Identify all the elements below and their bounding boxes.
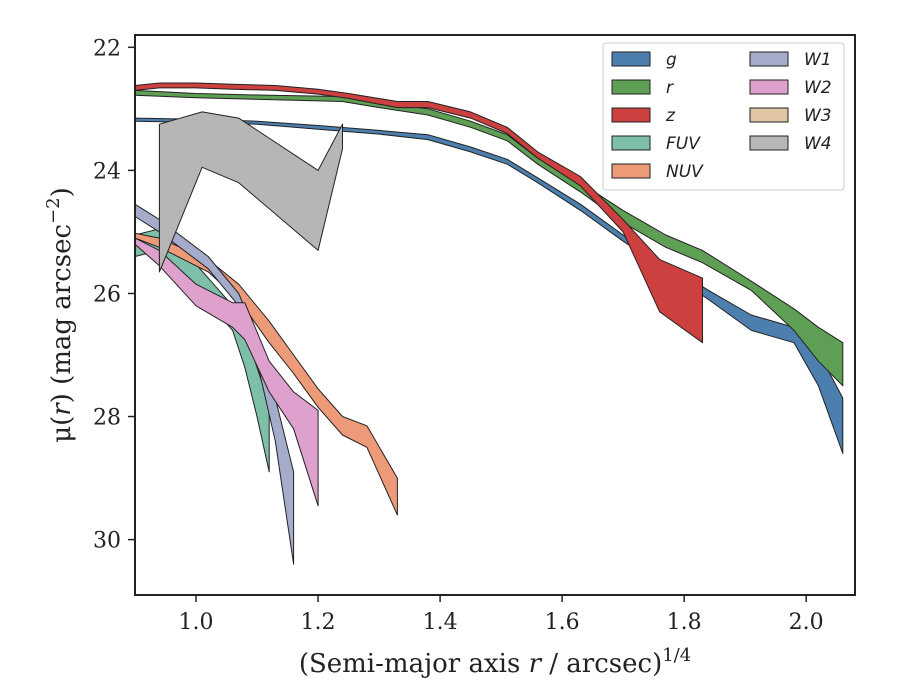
band-r xyxy=(134,89,844,387)
x-tick-label: 1.4 xyxy=(423,610,458,635)
y-tick-label: 24 xyxy=(93,159,121,184)
legend-label-g: g xyxy=(666,50,677,70)
legend-swatch-w3 xyxy=(749,107,789,123)
legend-label-nuv: NUV xyxy=(666,162,704,182)
legend-swatch-r xyxy=(611,79,651,95)
x-tick-label: 1.6 xyxy=(545,610,580,635)
y-tick-label: 28 xyxy=(93,406,121,431)
band-w1 xyxy=(134,203,295,565)
y-tick-label: 26 xyxy=(93,282,121,307)
y-tick-label: 30 xyxy=(93,529,121,554)
legend-swatch-w2 xyxy=(749,79,789,95)
band-z xyxy=(134,82,703,344)
legend-label-w4: W4 xyxy=(804,134,832,154)
x-tick-label: 2.0 xyxy=(789,610,824,635)
legend-label-fuv: FUV xyxy=(666,134,701,154)
legend-swatch-fuv xyxy=(611,135,651,151)
legend: grz FUV NUV W1 W2 W3 W4 xyxy=(602,42,845,191)
legend-label-z: z xyxy=(665,106,676,126)
y-axis-ticks: 22 24 26 28 30 xyxy=(93,36,135,554)
y-tick-label: 22 xyxy=(93,36,121,61)
legend-label-w3: W3 xyxy=(804,106,832,126)
legend-label-w2: W2 xyxy=(804,78,832,98)
legend-swatch-g xyxy=(611,51,651,67)
band-w2 xyxy=(134,237,319,507)
bands-layer xyxy=(134,82,844,565)
x-tick-label: 1.8 xyxy=(667,610,702,635)
legend-swatch-z xyxy=(611,107,651,123)
x-axis-ticks: 1.0 1.2 1.4 1.6 1.8 2.0 xyxy=(179,595,824,635)
x-axis-label: (Semi-major axis r / arcsec)1/4 xyxy=(299,645,691,679)
x-tick-label: 1.2 xyxy=(301,610,336,635)
x-tick-label: 1.0 xyxy=(179,610,214,635)
plot-frame xyxy=(134,34,856,596)
legend-label-r: r xyxy=(666,78,674,98)
band-w4 xyxy=(158,111,343,273)
legend-swatch-w1 xyxy=(749,51,789,67)
y-axis-label: μ(r) (mag arcsec−2) xyxy=(43,187,77,443)
legend-swatch-w4 xyxy=(749,135,789,151)
legend-label-w1: W1 xyxy=(804,50,832,70)
legend-swatch-nuv xyxy=(611,163,651,179)
